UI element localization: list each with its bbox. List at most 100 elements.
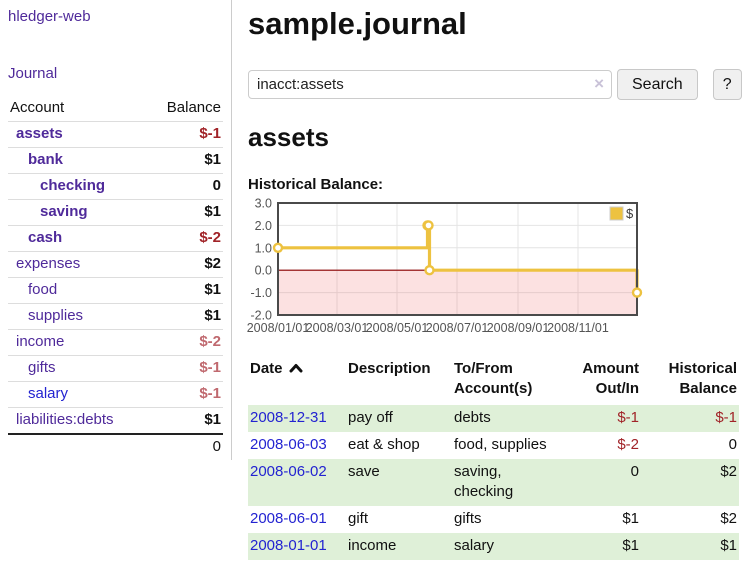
brand-link[interactable]: hledger-web — [8, 8, 91, 25]
account-link-gifts[interactable]: gifts — [28, 359, 56, 376]
transaction-accounts-cell: salary — [454, 537, 495, 554]
account-link-liabilities-debts[interactable]: liabilities:debts — [16, 411, 114, 428]
y-axis-tick-label: 1.0 — [255, 241, 272, 255]
transaction-accounts-cell: gifts — [454, 510, 482, 527]
account-balance: $-2 — [199, 229, 221, 246]
page-title: sample.journal — [248, 6, 467, 41]
account-link-supplies[interactable]: supplies — [28, 307, 84, 324]
historical-balance-chart: $3.0 2.0 1.0 0.0 -1.0 -2.0 2008/01/01 2008/03/0… — [247, 197, 742, 337]
account-balance: 0 — [212, 177, 221, 194]
search-input[interactable] — [248, 70, 612, 99]
accounts-total-row: 0 — [8, 433, 223, 460]
account-link-food[interactable]: food — [28, 281, 58, 298]
transaction-date-cell: 2008-06-02 — [248, 459, 346, 506]
data-point-marker — [424, 264, 435, 276]
column-header-to-from: To/From Account(s) — [454, 360, 533, 397]
account-balance: $-1 — [199, 359, 221, 376]
account-balance: $1 — [204, 307, 221, 324]
transaction-date-link[interactable]: 2008-12-31 — [250, 409, 327, 426]
transaction-date-link[interactable]: 2008-06-01 — [250, 510, 327, 527]
account-row: gifts $-1 — [8, 355, 223, 381]
legend-label: $ — [626, 206, 634, 221]
account-row: expenses $2 — [8, 251, 223, 277]
account-link-checking[interactable]: checking — [40, 177, 106, 194]
transaction-balance-cell: $-1 — [715, 409, 737, 426]
data-point-marker — [423, 220, 434, 231]
account-balance: $-1 — [199, 385, 221, 402]
transaction-amount-cell: $-2 — [617, 436, 639, 453]
chart-label: Historical Balance: — [248, 176, 384, 193]
account-row: income $-2 — [8, 329, 223, 355]
legend-swatch — [609, 206, 624, 221]
transaction-row: 2008-06-01 gift gifts $1 $2 — [248, 506, 739, 533]
register-table: Date Description To/From Account(s) Amount … — [248, 357, 739, 560]
transaction-date-cell: 2008-06-01 — [248, 506, 346, 533]
transaction-row: 2008-12-31 pay off debts $-1 $-1 — [248, 405, 739, 432]
transaction-accounts-cell: debts — [454, 409, 491, 426]
search-button[interactable]: Search — [617, 69, 698, 100]
accounts-table: Account Balance assets $-1 bank $1 checking 0… — [8, 96, 223, 460]
accounts-table-header: Account Balance — [8, 96, 223, 121]
sidebar-item-journal[interactable]: Journal — [8, 65, 58, 82]
transaction-balance-cell: 0 — [728, 436, 737, 453]
search-box: × — [248, 70, 612, 99]
x-axis-tick-label: 2008/11/01 — [547, 321, 609, 335]
transaction-description-cell: save — [348, 463, 380, 480]
account-balance: $1 — [204, 411, 221, 428]
transaction-amount-cell: $1 — [622, 510, 639, 527]
account-row: supplies $1 — [8, 303, 223, 329]
search-bar: × Search ? — [248, 69, 742, 100]
y-axis-tick-label: -1.0 — [250, 286, 272, 300]
x-axis-tick-label: 2008/09/01 — [487, 321, 550, 335]
x-axis-tick-label: 2008/01/01 — [247, 321, 310, 335]
transaction-accounts-cell: saving, checking — [454, 463, 514, 500]
account-link-saving[interactable]: saving — [40, 203, 88, 220]
account-row: assets $-1 — [8, 121, 223, 147]
sort-ascending-icon — [289, 364, 303, 373]
account-row: salary $-1 — [8, 381, 223, 407]
account-link-bank[interactable]: bank — [28, 151, 64, 168]
transaction-amount-cell: $1 — [622, 537, 639, 554]
transaction-balance-cell: $2 — [720, 463, 737, 480]
account-link-cash[interactable]: cash — [28, 229, 63, 246]
account-row: cash $-2 — [8, 225, 223, 251]
column-header-description: Description — [348, 360, 431, 377]
column-header-date[interactable]: Date — [250, 360, 283, 377]
y-axis-tick-label: 0.0 — [255, 264, 272, 278]
x-axis-tick-label: 2008/05/01 — [366, 321, 429, 335]
account-balance: $1 — [204, 151, 221, 168]
balance-column-header: Balance — [166, 99, 221, 116]
transaction-description-cell: income — [348, 537, 397, 554]
account-column-header: Account — [10, 99, 65, 116]
transaction-row: 2008-01-01 income salary $1 $1 — [248, 533, 739, 560]
transaction-row: 2008-06-03 eat & shop food, supplies $-2 0 — [248, 432, 739, 459]
transaction-balance-cell: $2 — [720, 510, 737, 527]
account-row: saving $1 — [8, 199, 223, 225]
account-balance: $1 — [204, 203, 221, 220]
account-link-salary[interactable]: salary — [28, 385, 69, 402]
main-content: sample.journal × Search ? assets Histori… — [247, 0, 742, 560]
help-button[interactable]: ? — [712, 69, 742, 100]
transaction-date-link[interactable]: 2008-06-02 — [250, 463, 327, 480]
transaction-row: 2008-06-02 save saving, checking 0 $2 — [248, 459, 739, 506]
sidebar: hledger-web Journal Account Balance asse… — [0, 0, 232, 460]
transaction-accounts-cell: food, supplies — [454, 436, 547, 453]
account-link-assets[interactable]: assets — [16, 125, 63, 142]
y-axis-tick-label: 2.0 — [255, 219, 272, 233]
accounts-total-value: 0 — [212, 438, 221, 455]
transaction-date-link[interactable]: 2008-06-03 — [250, 436, 327, 453]
transaction-date-cell: 2008-06-03 — [248, 432, 346, 459]
column-header-historical: Historical Balance — [668, 360, 737, 397]
x-axis-tick-label: 2008/07/01 — [426, 321, 489, 335]
account-link-income[interactable]: income — [16, 333, 65, 350]
transaction-description-cell: eat & shop — [348, 436, 420, 453]
y-axis-tick-label: -2.0 — [250, 309, 272, 323]
transaction-description-cell: pay off — [348, 409, 393, 426]
clear-search-icon[interactable]: × — [594, 74, 604, 93]
x-axis-tick-label: 2008/03/01 — [306, 321, 369, 335]
account-row: bank $1 — [8, 147, 223, 173]
account-balance: $1 — [204, 281, 221, 298]
transaction-date-link[interactable]: 2008-01-01 — [250, 537, 327, 554]
transaction-amount-cell: 0 — [630, 463, 639, 480]
account-link-expenses[interactable]: expenses — [16, 255, 81, 272]
